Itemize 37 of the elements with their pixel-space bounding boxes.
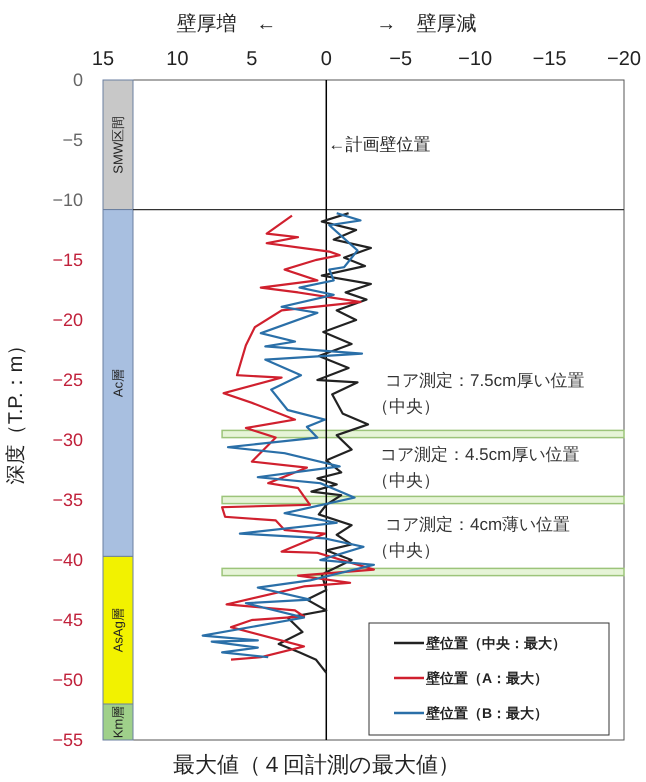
band-label: Km層 — [110, 706, 126, 738]
y-tick-label: −30 — [52, 430, 83, 450]
legend-label: 壁位置（B：最大） — [425, 705, 548, 721]
band-label: AsAg層 — [110, 608, 126, 652]
y-tick-label: −5 — [62, 130, 83, 150]
x-tick-label: 5 — [246, 48, 258, 70]
annotation: コア測定：7.5cm厚い位置 — [385, 371, 584, 390]
annotation: （中央） — [372, 397, 440, 416]
y-tick-label: −50 — [52, 670, 83, 690]
ref-line-label: ←計画壁位置 — [328, 135, 430, 154]
x-axis-title: 壁厚増 ← → 壁厚減 — [176, 12, 476, 35]
band-label: SMW区間 — [110, 116, 126, 174]
y-tick-label: −45 — [52, 610, 83, 630]
y-tick-label: −20 — [52, 310, 83, 330]
annotation: （中央） — [372, 471, 440, 490]
x-tick-label: −15 — [532, 48, 567, 70]
legend-label: 壁位置（中央：最大） — [425, 635, 566, 651]
x-tick-label: −10 — [458, 48, 492, 70]
y-axis-title: 深度（T.P.：m） — [5, 336, 27, 484]
annotation: コア測定：4.5cm厚い位置 — [380, 445, 580, 464]
x-tick-label: 15 — [92, 48, 114, 70]
y-tick-label: −15 — [52, 250, 83, 270]
y-tick-label: −55 — [52, 730, 83, 750]
band-label: Ac層 — [110, 368, 126, 398]
legend-label: 壁位置（A：最大） — [425, 670, 548, 686]
y-tick-label: −40 — [52, 550, 83, 570]
y-tick-label: 0 — [72, 70, 83, 90]
text: 最大値（４回計測の最大値） — [172, 752, 460, 777]
x-tick-label: 10 — [166, 48, 189, 70]
x-tick-label: −20 — [607, 48, 641, 70]
x-tick-label: 0 — [320, 48, 332, 70]
annotation: （中央） — [372, 541, 440, 560]
annotation: コア測定：4cm薄い位置 — [385, 515, 570, 534]
y-tick-label: −25 — [52, 370, 83, 390]
x-tick-label: −5 — [389, 48, 412, 70]
y-tick-label: −35 — [52, 490, 83, 510]
y-tick-label: −10 — [52, 190, 83, 210]
